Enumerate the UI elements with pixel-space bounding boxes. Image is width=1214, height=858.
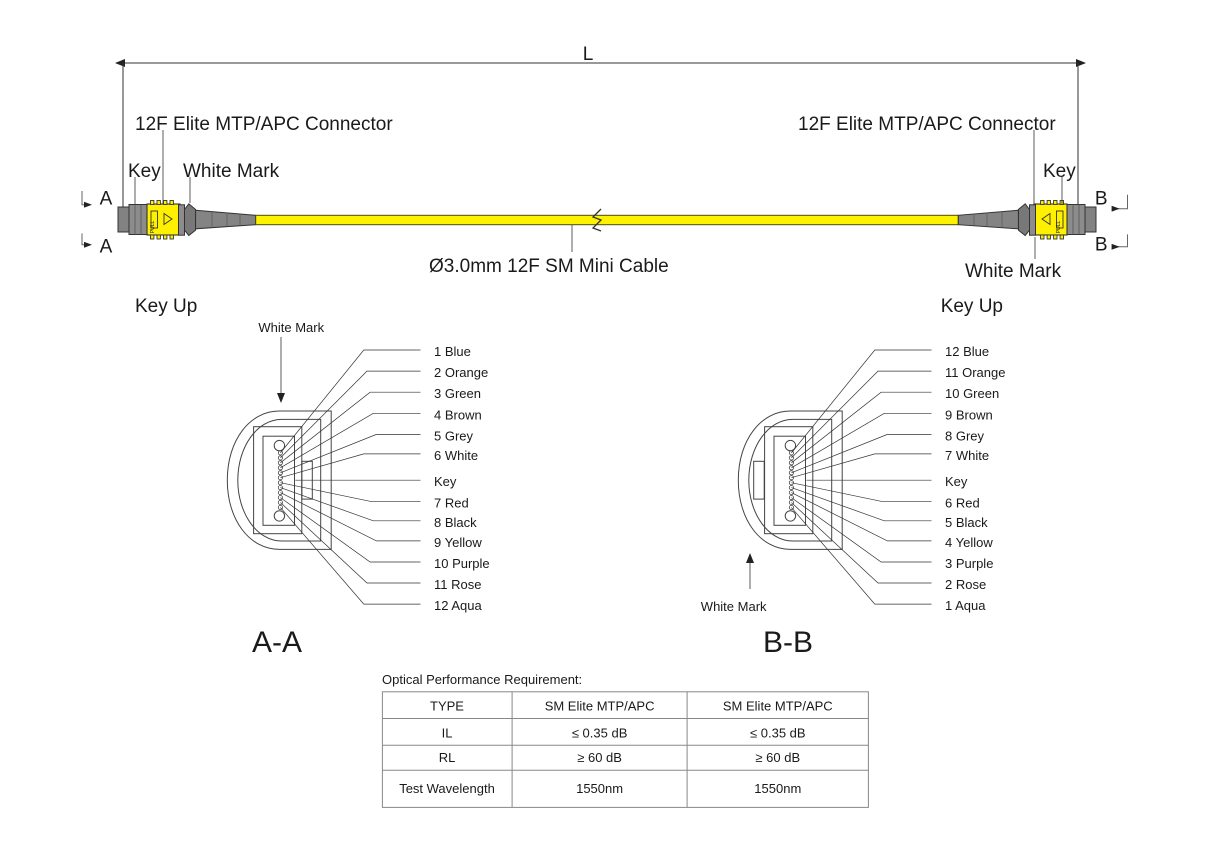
- svg-text:10 Green: 10 Green: [945, 386, 999, 401]
- svg-text:8 Grey: 8 Grey: [945, 428, 985, 443]
- svg-text:7 Red: 7 Red: [434, 495, 469, 510]
- svg-text:A: A: [100, 236, 113, 257]
- svg-text:≤ 0.35 dB: ≤ 0.35 dB: [750, 725, 806, 740]
- svg-text:Key: Key: [945, 474, 968, 489]
- svg-text:White Mark: White Mark: [183, 161, 280, 182]
- svg-text:B: B: [1095, 189, 1108, 210]
- svg-text:Test Wavelength: Test Wavelength: [399, 781, 495, 796]
- svg-text:4 Brown: 4 Brown: [434, 407, 482, 422]
- svg-text:White Mark: White Mark: [258, 320, 324, 335]
- svg-text:3 Green: 3 Green: [434, 386, 481, 401]
- svg-text:4 Yellow: 4 Yellow: [945, 535, 993, 550]
- svg-text:3 Purple: 3 Purple: [945, 556, 993, 571]
- svg-text:TYPE: TYPE: [430, 699, 464, 714]
- svg-text:Key Up: Key Up: [135, 296, 197, 317]
- svg-text:Key: Key: [1043, 161, 1076, 182]
- svg-text:11 Orange: 11 Orange: [945, 365, 1005, 380]
- svg-text:RL: RL: [439, 750, 456, 765]
- svg-text:1550nm: 1550nm: [576, 781, 623, 796]
- svg-text:10 Purple: 10 Purple: [434, 556, 490, 571]
- svg-text:A: A: [100, 189, 113, 210]
- svg-text:Key: Key: [128, 161, 161, 182]
- svg-text:White Mark: White Mark: [701, 599, 767, 614]
- svg-text:6 Red: 6 Red: [945, 495, 980, 510]
- svg-text:White Mark: White Mark: [965, 261, 1062, 282]
- svg-text:PULL: PULL: [1056, 221, 1062, 234]
- svg-text:11 Rose: 11 Rose: [434, 577, 481, 592]
- svg-text:5 Grey: 5 Grey: [434, 428, 474, 443]
- svg-text:12F Elite MTP/APC Connector: 12F Elite MTP/APC Connector: [798, 114, 1056, 135]
- svg-text:≥ 60 dB: ≥ 60 dB: [577, 750, 622, 765]
- svg-text:SM Elite MTP/APC: SM Elite MTP/APC: [723, 699, 833, 714]
- svg-text:B: B: [1095, 235, 1108, 256]
- svg-text:6 White: 6 White: [434, 448, 478, 463]
- svg-text:9 Yellow: 9 Yellow: [434, 535, 482, 550]
- svg-text:A-A: A-A: [252, 626, 302, 659]
- svg-text:2 Orange: 2 Orange: [434, 365, 488, 380]
- svg-text:B-B: B-B: [763, 626, 813, 659]
- svg-text:8 Black: 8 Black: [434, 515, 477, 530]
- svg-text:L: L: [583, 44, 594, 65]
- svg-text:12 Aqua: 12 Aqua: [434, 598, 482, 613]
- svg-text:5 Black: 5 Black: [945, 515, 988, 530]
- svg-text:Key Up: Key Up: [941, 296, 1003, 317]
- svg-text:PULL: PULL: [150, 221, 156, 234]
- svg-text:12 Blue: 12 Blue: [945, 344, 989, 359]
- svg-text:1550nm: 1550nm: [754, 781, 801, 796]
- svg-text:2 Rose: 2 Rose: [945, 577, 986, 592]
- svg-text:SM Elite MTP/APC: SM Elite MTP/APC: [545, 699, 655, 714]
- svg-text:IL: IL: [442, 725, 453, 740]
- svg-text:≤ 0.35 dB: ≤ 0.35 dB: [572, 725, 628, 740]
- svg-text:Key: Key: [434, 474, 457, 489]
- svg-text:9 Brown: 9 Brown: [945, 407, 993, 422]
- svg-text:≥ 60 dB: ≥ 60 dB: [755, 750, 800, 765]
- svg-text:Ø3.0mm 12F SM Mini Cable: Ø3.0mm 12F SM Mini Cable: [429, 256, 669, 277]
- svg-text:1 Blue: 1 Blue: [434, 344, 471, 359]
- svg-text:12F Elite MTP/APC Connector: 12F Elite MTP/APC Connector: [135, 114, 393, 135]
- svg-text:1 Aqua: 1 Aqua: [945, 598, 986, 613]
- svg-text:Optical Performance Requiremen: Optical Performance Requirement:: [382, 672, 582, 687]
- svg-text:7 White: 7 White: [945, 448, 989, 463]
